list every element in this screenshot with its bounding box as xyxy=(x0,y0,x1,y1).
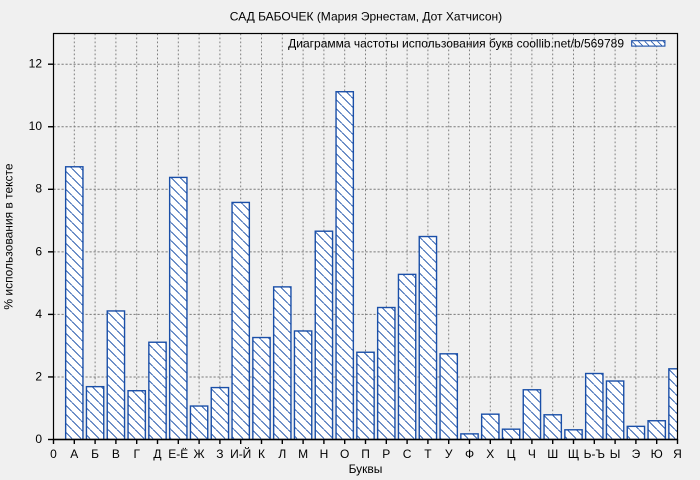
svg-text:Х: Х xyxy=(486,447,494,461)
svg-text:Д: Д xyxy=(153,447,161,461)
svg-text:САД БАБОЧЕК (Мария Эрнестам, Д: САД БАБОЧЕК (Мария Эрнестам, Дот Хатчисо… xyxy=(230,9,502,23)
svg-text:Я: Я xyxy=(673,447,682,461)
svg-text:% использования в тексте: % использования в тексте xyxy=(2,163,16,309)
svg-text:П: П xyxy=(361,447,370,461)
svg-text:0: 0 xyxy=(50,447,57,461)
svg-text:В: В xyxy=(112,447,120,461)
svg-text:Ю: Ю xyxy=(651,447,663,461)
svg-text:Буквы: Буквы xyxy=(349,462,383,476)
svg-text:10: 10 xyxy=(29,119,43,133)
svg-text:Ф: Ф xyxy=(465,447,474,461)
svg-text:Диаграмма частоты использовани: Диаграмма частоты использования букв coo… xyxy=(288,37,624,51)
svg-text:Е-Ё: Е-Ё xyxy=(168,447,188,461)
svg-text:Ж: Ж xyxy=(194,447,205,461)
svg-text:Ц: Ц xyxy=(507,447,516,461)
svg-text:Т: Т xyxy=(424,447,432,461)
svg-text:Щ: Щ xyxy=(568,447,579,461)
svg-text:О: О xyxy=(340,447,349,461)
svg-text:Р: Р xyxy=(382,447,390,461)
svg-text:Э: Э xyxy=(632,447,641,461)
svg-text:М: М xyxy=(298,447,308,461)
svg-text:У: У xyxy=(445,447,453,461)
svg-text:8: 8 xyxy=(35,182,42,196)
svg-text:И-Й: И-Й xyxy=(230,446,251,461)
svg-text:К: К xyxy=(258,447,265,461)
svg-text:Ь-Ъ: Ь-Ъ xyxy=(584,447,605,461)
svg-text:Г: Г xyxy=(133,447,140,461)
svg-text:С: С xyxy=(403,447,412,461)
svg-text:Б: Б xyxy=(91,447,99,461)
svg-text:Н: Н xyxy=(320,447,329,461)
svg-text:0: 0 xyxy=(35,432,42,446)
svg-text:З: З xyxy=(216,447,223,461)
svg-text:Ш: Ш xyxy=(547,447,558,461)
svg-text:2: 2 xyxy=(35,369,42,383)
svg-text:4: 4 xyxy=(35,307,42,321)
svg-text:Л: Л xyxy=(278,447,286,461)
svg-text:6: 6 xyxy=(35,244,42,258)
svg-text:12: 12 xyxy=(29,57,43,71)
svg-text:Ч: Ч xyxy=(528,447,536,461)
svg-text:Ы: Ы xyxy=(610,447,621,461)
svg-text:А: А xyxy=(70,447,78,461)
